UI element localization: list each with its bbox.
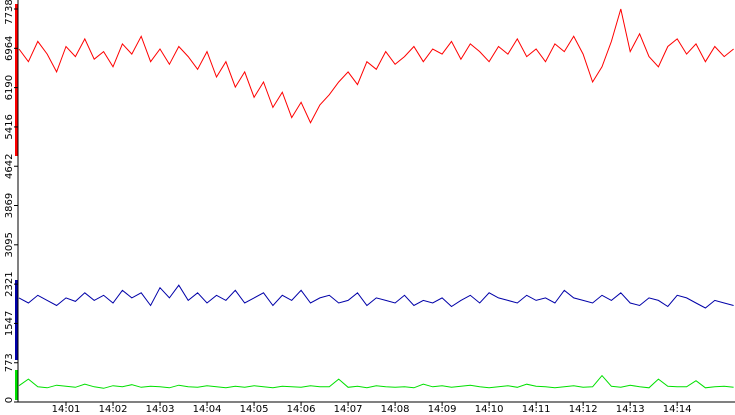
y-tick-label: 5416 (4, 114, 15, 139)
y-tick-label: 3095 (4, 232, 15, 257)
y-tick-label: 6964 (4, 36, 15, 61)
x-tick-label: 14:04 (193, 404, 222, 415)
y-tick-label: 2321 (4, 271, 15, 296)
y-tick-label: 7738 (4, 0, 15, 25)
y-tick-label: 3869 (4, 193, 15, 218)
y-tick-label: 1547 (4, 311, 15, 336)
series-line (18, 284, 734, 309)
x-tick-label: 14:06 (287, 404, 316, 415)
series-line (18, 8, 734, 124)
x-tick-label: 14:01 (52, 404, 81, 415)
x-tick-label: 14:10 (475, 404, 504, 415)
y-tick-label: 773 (4, 353, 15, 372)
x-tick-label: 14:03 (146, 404, 175, 415)
x-tick-label: 14:09 (428, 404, 457, 415)
x-tick-label: 14:05 (240, 404, 269, 415)
x-tick-label: 14:07 (334, 404, 363, 415)
x-tick-label: 14:12 (569, 404, 598, 415)
series-range-marker (15, 370, 18, 400)
series-range-marker (15, 4, 18, 156)
y-tick-label: 4642 (4, 154, 15, 179)
series-range-marker (15, 280, 18, 360)
x-tick-label: 14:13 (616, 404, 645, 415)
x-tick-label: 14:11 (522, 404, 551, 415)
x-tick-label: 14:08 (381, 404, 410, 415)
y-tick-label: 6190 (4, 75, 15, 100)
x-tick-label: 14:02 (99, 404, 128, 415)
y-tick-label: 0 (4, 397, 15, 403)
x-tick-label: 14:14 (663, 404, 692, 415)
series-line (18, 374, 734, 389)
